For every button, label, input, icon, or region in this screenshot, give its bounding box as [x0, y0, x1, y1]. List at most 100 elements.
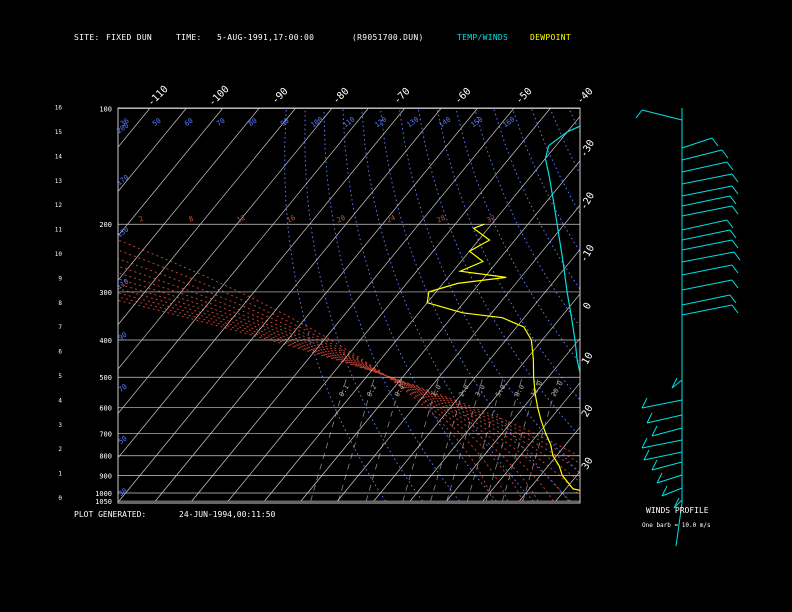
- wind-barb-flag: [731, 173, 739, 183]
- legend-temp: TEMP/WINDS: [457, 33, 509, 42]
- dry-adiabat-line: [607, 109, 792, 502]
- isotherm-line: [118, 108, 187, 193]
- top-temp-tick-label: -100: [207, 84, 232, 109]
- height-km-tick-label: 7: [58, 324, 62, 331]
- dry-adiabat-line: [380, 108, 571, 502]
- height-km-tick-label: 6: [58, 349, 62, 356]
- wind-barb-flag: [641, 437, 648, 449]
- moist-adiabat-line: [118, 258, 524, 502]
- mixing-ratio-label: 3.0: [474, 383, 487, 398]
- right-temp-tick-label: 0: [582, 301, 595, 312]
- isotherm-line: [0, 108, 113, 501]
- wind-barb: [681, 294, 731, 306]
- wind-barb-flag: [729, 294, 737, 304]
- wind-barb-flag: [643, 449, 650, 461]
- wind-barb-flag: [711, 137, 719, 147]
- left-dry-adiabat-label: 90: [117, 331, 129, 342]
- dry-adiabat-label: 110: [341, 115, 356, 129]
- dry-adiabat-line: [455, 108, 580, 364]
- moist-adiabat-line: [118, 296, 580, 465]
- pressure-tick-label: 400: [99, 337, 112, 345]
- wind-barb-flag: [731, 239, 739, 249]
- mixing-ratio-label: 20.0: [550, 380, 565, 399]
- wind-barb-flag: [635, 109, 643, 119]
- isotherm-line: [373, 249, 580, 502]
- dry-adiabat-line: [436, 108, 580, 401]
- sounding-series: [426, 125, 580, 491]
- top-temp-tick-label: -60: [453, 86, 474, 107]
- isotherm-line: [155, 108, 478, 502]
- height-km-tick-label: 3: [58, 422, 62, 429]
- wind-barb-flag: [721, 149, 729, 159]
- moist-adiabat-line: [118, 278, 570, 502]
- top-temp-tick-label: -80: [331, 86, 352, 107]
- wind-barb: [671, 379, 683, 389]
- wind-barb: [651, 461, 683, 471]
- moist-adiabat-line: [118, 292, 580, 473]
- wind-barb-flag: [726, 161, 734, 171]
- pressure-tick-label: 1050: [95, 498, 112, 506]
- isotherm-line: [300, 160, 580, 502]
- file-name: (R9051700.DUN): [352, 33, 424, 42]
- wind-barb-flag: [673, 497, 680, 509]
- wind-barb-flag: [731, 279, 739, 289]
- dry-adiabat-line: [511, 108, 580, 253]
- height-km-tick-label: 12: [55, 202, 63, 209]
- wind-barb-flag: [726, 219, 734, 229]
- dry-adiabat-label: 36: [119, 117, 131, 128]
- dewpoint-line: [426, 223, 580, 491]
- pressure-tick-label: 900: [99, 472, 112, 480]
- dry-adiabat-label: 140: [437, 115, 452, 129]
- wind-barb: [681, 219, 728, 231]
- pressure-tick-label: 1000: [95, 490, 112, 498]
- dry-adiabat-line: [682, 109, 792, 502]
- height-km-tick-label: 10: [55, 251, 63, 258]
- height-km-tick-label: 2: [58, 446, 62, 453]
- wind-barb: [681, 149, 723, 161]
- moist-adiabat-label: 2: [138, 215, 145, 224]
- right-temp-tick-label: -30: [579, 138, 598, 159]
- wind-barb-flag: [731, 304, 739, 314]
- wind-barb: [681, 173, 733, 185]
- dry-adiabat-label: 120: [373, 115, 388, 129]
- pressure-tick-label: 800: [99, 453, 112, 461]
- wind-barb: [646, 414, 683, 424]
- height-km-tick-label: 8: [58, 300, 62, 307]
- dry-adiabat-label: 70: [215, 117, 227, 128]
- dry-adiabat-label: 160: [501, 115, 516, 129]
- winds-profile-panel: [635, 108, 741, 547]
- winds-profile-note: One barb = 10.0 m/s: [642, 522, 711, 529]
- left-dry-adiabat-label: 50: [117, 435, 129, 446]
- pressure-tick-label: 300: [99, 289, 112, 297]
- moist-adiabat-line: [118, 239, 493, 502]
- pressure-tick-label: 100: [99, 105, 112, 113]
- wind-barb-flag: [733, 251, 741, 261]
- wind-barb: [661, 487, 683, 497]
- dry-adiabat-line: [361, 108, 534, 502]
- wind-barb: [651, 427, 683, 437]
- moist-adiabat-line: [118, 272, 554, 502]
- moist-adiabats: [118, 239, 580, 502]
- dry-adiabat-line: [323, 108, 460, 502]
- wind-barb: [681, 264, 733, 276]
- wind-barb-flag: [651, 425, 658, 437]
- wind-barb: [673, 499, 683, 509]
- top-temp-tick-label: -90: [270, 86, 291, 107]
- moist-adiabat-label: 12: [236, 214, 247, 225]
- dry-adiabat-line: [776, 109, 792, 502]
- moist-adiabat-line: [118, 288, 580, 483]
- wind-barb: [681, 137, 713, 149]
- isotherm-line: [118, 108, 223, 237]
- dry-adiabat-line: [304, 108, 424, 502]
- isotherm-line: [264, 115, 580, 502]
- moist-adiabat-label: 16: [286, 214, 297, 225]
- dry-adiabat-label: 150: [469, 115, 484, 129]
- wind-barb-flag: [729, 229, 737, 239]
- height-km-tick-label: 1: [58, 471, 62, 478]
- wind-barb: [643, 451, 683, 461]
- isotherm-line: [409, 293, 580, 502]
- dry-adiabat-label: 130: [405, 115, 420, 129]
- isotherm-line: [118, 108, 150, 148]
- dry-adiabat-line: [701, 109, 792, 502]
- winds-profile-title: WINDS PROFILE: [646, 506, 709, 515]
